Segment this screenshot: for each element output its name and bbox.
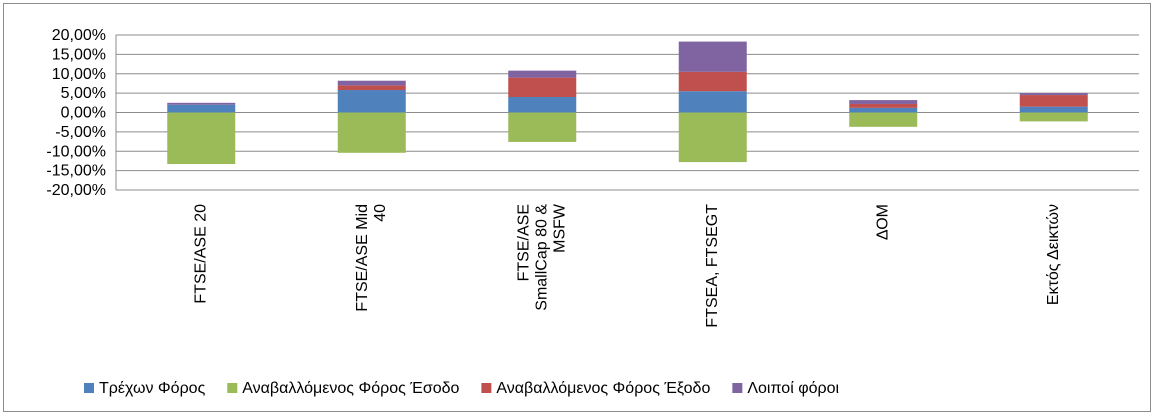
bar-segment [849,100,918,104]
bar-segment [1019,93,1088,96]
legend-swatch [84,383,94,393]
y-tick-label: -10,00% [46,143,106,160]
bar-segment [508,112,577,142]
bar-segment [678,41,747,72]
legend-label: Αναβαλλόμενος Φόρος Έξοδο [496,380,710,397]
category-label: FTSE/ASE 20 [192,204,209,304]
bar-segment [678,112,747,163]
legend-swatch [732,383,743,393]
bar-segment [849,103,918,108]
bar-segment [508,77,577,97]
bar-segment [167,102,236,105]
y-tick-label: 5,00% [61,85,106,102]
legend-label: Λοιποί φόροι [747,380,839,397]
legend-label: Τρέχων Φόρος [99,380,206,397]
bar-segment [1019,106,1088,113]
category-label: ΔΟΜ [874,204,891,240]
category-label-line: MSFW [551,203,568,253]
legend-label: Αναβαλλόμενος Φόρος Έσοδο [242,380,459,397]
legend: Τρέχων Φόρος Αναβαλλόμενος Φόρος Έσοδο Ανα… [84,380,839,397]
bar-segment [849,112,918,127]
category-labels: FTSE/ASE 20 FTSE/ASE Mid40 FTSE/ASESmallCa… [192,203,1062,327]
chart-frame: 20,00% 15,00% 10,00% 5,00% 0,00% -5,00% -10,00… [3,3,1151,412]
bar-segment [337,80,406,86]
bar-segment [1019,112,1088,122]
bar-segment [678,91,747,113]
chart-svg: 20,00% 15,00% 10,00% 5,00% 0,00% -5,00% -10,00… [46,27,1139,397]
bars [167,41,1088,165]
legend-swatch [481,383,492,393]
category-label: FTSE/ASESmallCap 80 &MSFW [515,203,568,311]
category-label-line: FTSEA, FTSEGT [704,204,721,328]
y-tick-label: -15,00% [46,163,106,180]
bar-segment [508,97,577,113]
y-tick-label: 10,00% [52,66,106,83]
category-label-line: FTSE/ASE 20 [192,204,209,304]
y-tick-label: 20,00% [52,27,106,44]
bar-segment [337,85,406,91]
bar-segment [1019,95,1088,107]
category-label-line: FTSE/ASE Mid [354,204,371,312]
category-label-line: SmallCap 80 & [533,204,550,311]
y-tick-label: -5,00% [55,124,106,141]
bar-segment [337,112,406,153]
gridlines [116,34,1139,191]
bar-segment [508,70,577,78]
legend-swatch [227,383,238,393]
category-label: FTSEA, FTSEGT [704,204,721,328]
category-label: FTSE/ASE Mid40 [354,204,389,312]
category-label-line: 40 [372,204,389,222]
y-tick-label: -20,00% [46,182,106,199]
category-label-line: ΔΟΜ [874,204,891,240]
bar-segment [337,90,406,113]
category-label-line: Εκτός Δεικτών [1045,204,1062,305]
y-tick-label: 15,00% [52,46,106,63]
category-label-line: FTSE/ASE [515,204,532,281]
bar-segment [678,71,747,92]
bar-segment [167,104,236,113]
bar-segment [167,112,236,165]
y-tick-label: 0,00% [61,105,106,122]
category-label: Εκτός Δεικτών [1045,204,1062,305]
y-axis-tick-labels: 20,00% 15,00% 10,00% 5,00% 0,00% -5,00% -10,00… [46,27,106,199]
bar-segment [849,107,918,113]
